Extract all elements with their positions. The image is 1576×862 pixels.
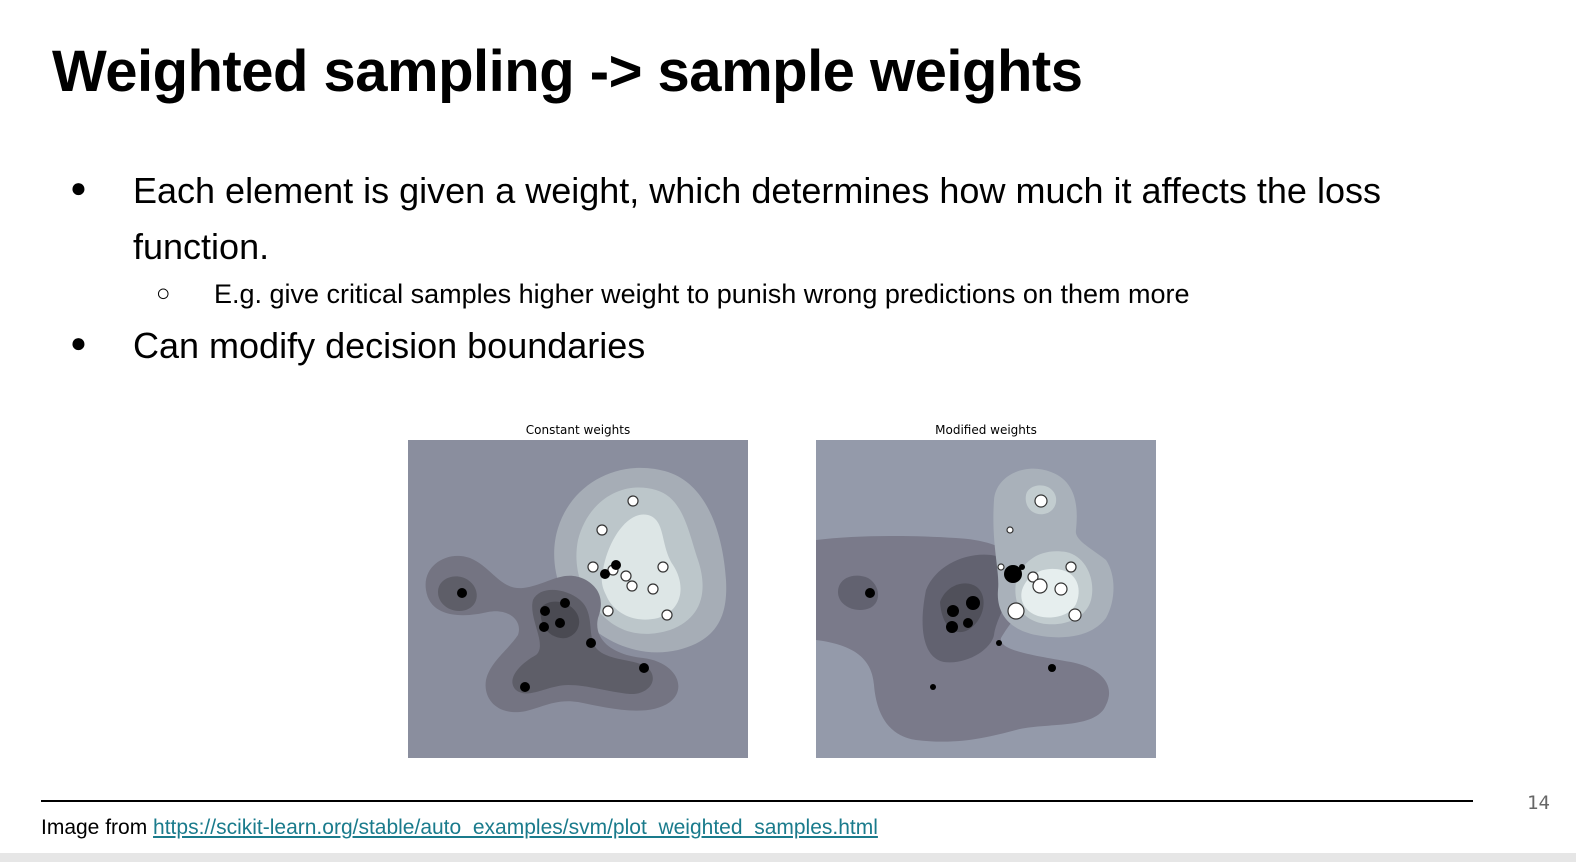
data-point-white <box>1068 608 1082 622</box>
image-credit-prefix: Image from <box>41 816 154 839</box>
data-point-white <box>1065 561 1077 573</box>
data-point-white <box>1027 571 1039 583</box>
data-point-white <box>1032 578 1048 594</box>
bullet-marker: ● <box>70 327 87 358</box>
data-point-black <box>865 588 875 598</box>
data-point-white <box>1054 582 1068 596</box>
data-point-black <box>586 638 596 648</box>
data-point-white <box>620 570 632 582</box>
data-point-black <box>963 618 973 628</box>
bullet-marker: ● <box>70 172 87 203</box>
data-point-white <box>1006 526 1014 534</box>
data-point-black <box>539 622 549 632</box>
data-point-white <box>661 609 673 621</box>
sub-bullet-example: E.g. give critical samples higher weight… <box>214 279 1190 309</box>
data-point-white <box>602 605 614 617</box>
data-point-black <box>639 663 649 673</box>
data-point-black <box>600 569 610 579</box>
page-number: 14 <box>1527 792 1550 814</box>
data-point-black <box>457 588 467 598</box>
plot-title-modified: Modified weights <box>935 423 1037 437</box>
footer-divider <box>41 800 1473 802</box>
data-point-white <box>1034 494 1048 508</box>
region-dark-small <box>838 575 879 611</box>
region-light-inner <box>601 514 681 620</box>
data-point-white <box>626 580 638 592</box>
source-link[interactable]: https://scikit-learn.org/stable/auto_exa… <box>153 816 878 839</box>
bullet-weight-explanation: Each element is given a weight, which de… <box>133 170 1381 267</box>
data-point-black <box>1048 664 1056 672</box>
data-point-black <box>1004 565 1022 583</box>
data-point-black <box>520 682 530 692</box>
data-point-black <box>947 605 959 617</box>
data-point-white <box>997 563 1005 571</box>
data-point-white <box>596 524 608 536</box>
bottom-strip <box>0 853 1576 862</box>
slide-title: Weighted sampling -> sample weights <box>52 39 1083 104</box>
data-point-black <box>946 621 958 633</box>
data-point-black <box>555 618 565 628</box>
data-point-black <box>996 640 1002 646</box>
sub-bullet-marker: ○ <box>156 280 171 307</box>
data-point-black <box>1019 564 1025 570</box>
plot-constant-weights <box>408 440 748 758</box>
data-point-white <box>587 561 599 573</box>
image-credit: Image from https://scikit-learn.org/stab… <box>41 816 878 840</box>
region-dark-blob <box>1037 666 1064 686</box>
bullet-decision-boundaries: Can modify decision boundaries <box>133 325 646 366</box>
data-point-white <box>627 495 639 507</box>
plot-title-constant: Constant weights <box>525 423 631 437</box>
data-point-black <box>966 596 980 610</box>
region-dark-inner <box>940 583 984 633</box>
data-point-white <box>657 561 669 573</box>
data-point-white <box>1007 602 1025 620</box>
data-point-black <box>930 684 936 690</box>
data-point-black <box>540 606 550 616</box>
data-point-black <box>560 598 570 608</box>
plot-modified-weights <box>816 440 1156 758</box>
data-point-white <box>647 583 659 595</box>
data-point-black <box>611 560 621 570</box>
